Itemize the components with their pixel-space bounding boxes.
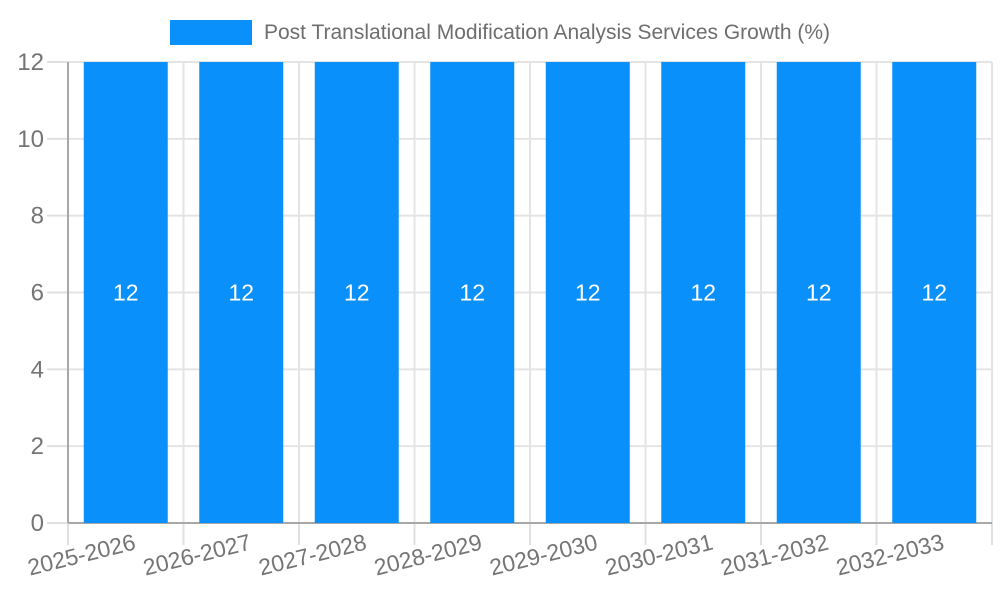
- bar-value-label: 12: [228, 280, 254, 306]
- x-tick-label: 2032-2033: [833, 529, 946, 581]
- x-tick-label: 2030-2031: [602, 529, 715, 581]
- x-tick-label: 2029-2030: [487, 529, 600, 581]
- bar-value-label: 12: [459, 280, 485, 306]
- x-tick-label: 2027-2028: [256, 529, 369, 581]
- bar-value-label: 12: [921, 280, 947, 306]
- y-tick-label: 8: [31, 203, 44, 230]
- bar[interactable]: [545, 62, 630, 523]
- y-tick-label: 4: [31, 356, 44, 383]
- bar[interactable]: [199, 62, 284, 523]
- bar[interactable]: [83, 62, 168, 523]
- bar-value-label: 12: [113, 280, 139, 306]
- legend-swatch: [169, 20, 252, 45]
- bar-value-label: 12: [344, 280, 370, 306]
- x-tick-label: 2031-2032: [718, 529, 831, 581]
- bar[interactable]: [314, 62, 399, 523]
- y-tick-label: 6: [31, 280, 44, 307]
- y-tick-label: 0: [31, 510, 44, 537]
- x-tick-label: 2028-2029: [371, 529, 484, 581]
- bar[interactable]: [892, 62, 977, 523]
- y-tick-label: 2: [31, 433, 44, 460]
- bar-value-label: 12: [806, 280, 832, 306]
- bar[interactable]: [430, 62, 515, 523]
- bar-value-label: 12: [575, 280, 601, 306]
- x-tick-label: 2026-2027: [140, 529, 253, 581]
- bar[interactable]: [661, 62, 746, 523]
- y-tick-label: 12: [17, 49, 44, 76]
- bar[interactable]: [776, 62, 861, 523]
- y-tick-label: 10: [17, 126, 44, 153]
- bar-value-label: 12: [690, 280, 716, 306]
